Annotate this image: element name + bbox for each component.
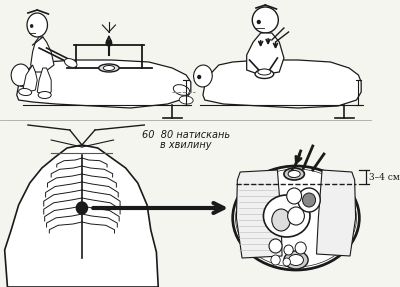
Circle shape: [298, 188, 320, 212]
Text: в хвилину: в хвилину: [160, 140, 212, 150]
Ellipse shape: [99, 64, 119, 72]
Circle shape: [106, 40, 112, 46]
Text: 3–4 см: 3–4 см: [369, 172, 399, 181]
Circle shape: [76, 202, 88, 214]
Ellipse shape: [288, 170, 300, 177]
Ellipse shape: [11, 64, 30, 86]
Circle shape: [30, 24, 33, 28]
Ellipse shape: [103, 65, 114, 71]
Circle shape: [295, 242, 306, 254]
Polygon shape: [23, 65, 37, 92]
Circle shape: [198, 75, 201, 79]
Circle shape: [283, 258, 290, 266]
Polygon shape: [5, 145, 158, 287]
Ellipse shape: [236, 169, 356, 267]
Ellipse shape: [173, 85, 190, 95]
Ellipse shape: [255, 69, 274, 79]
Ellipse shape: [272, 209, 290, 231]
Circle shape: [269, 239, 282, 253]
Polygon shape: [31, 37, 54, 72]
Polygon shape: [316, 170, 356, 256]
Polygon shape: [247, 33, 284, 75]
Ellipse shape: [288, 207, 304, 225]
Ellipse shape: [19, 88, 32, 96]
Ellipse shape: [284, 251, 308, 269]
Polygon shape: [37, 68, 51, 95]
Ellipse shape: [38, 92, 51, 98]
Text: 60  80 натискань: 60 80 натискань: [142, 130, 230, 140]
Polygon shape: [236, 170, 282, 258]
Ellipse shape: [264, 195, 310, 237]
Ellipse shape: [258, 69, 271, 75]
Circle shape: [257, 20, 260, 24]
Circle shape: [287, 188, 302, 204]
Ellipse shape: [233, 166, 359, 270]
Ellipse shape: [284, 168, 304, 180]
Ellipse shape: [27, 13, 48, 37]
Ellipse shape: [179, 96, 193, 104]
Ellipse shape: [194, 65, 212, 87]
Circle shape: [271, 255, 280, 265]
Polygon shape: [203, 60, 361, 108]
Circle shape: [302, 193, 316, 207]
Ellipse shape: [64, 59, 77, 67]
Ellipse shape: [288, 255, 304, 265]
Circle shape: [284, 245, 293, 255]
Ellipse shape: [252, 7, 278, 33]
Polygon shape: [17, 60, 191, 108]
